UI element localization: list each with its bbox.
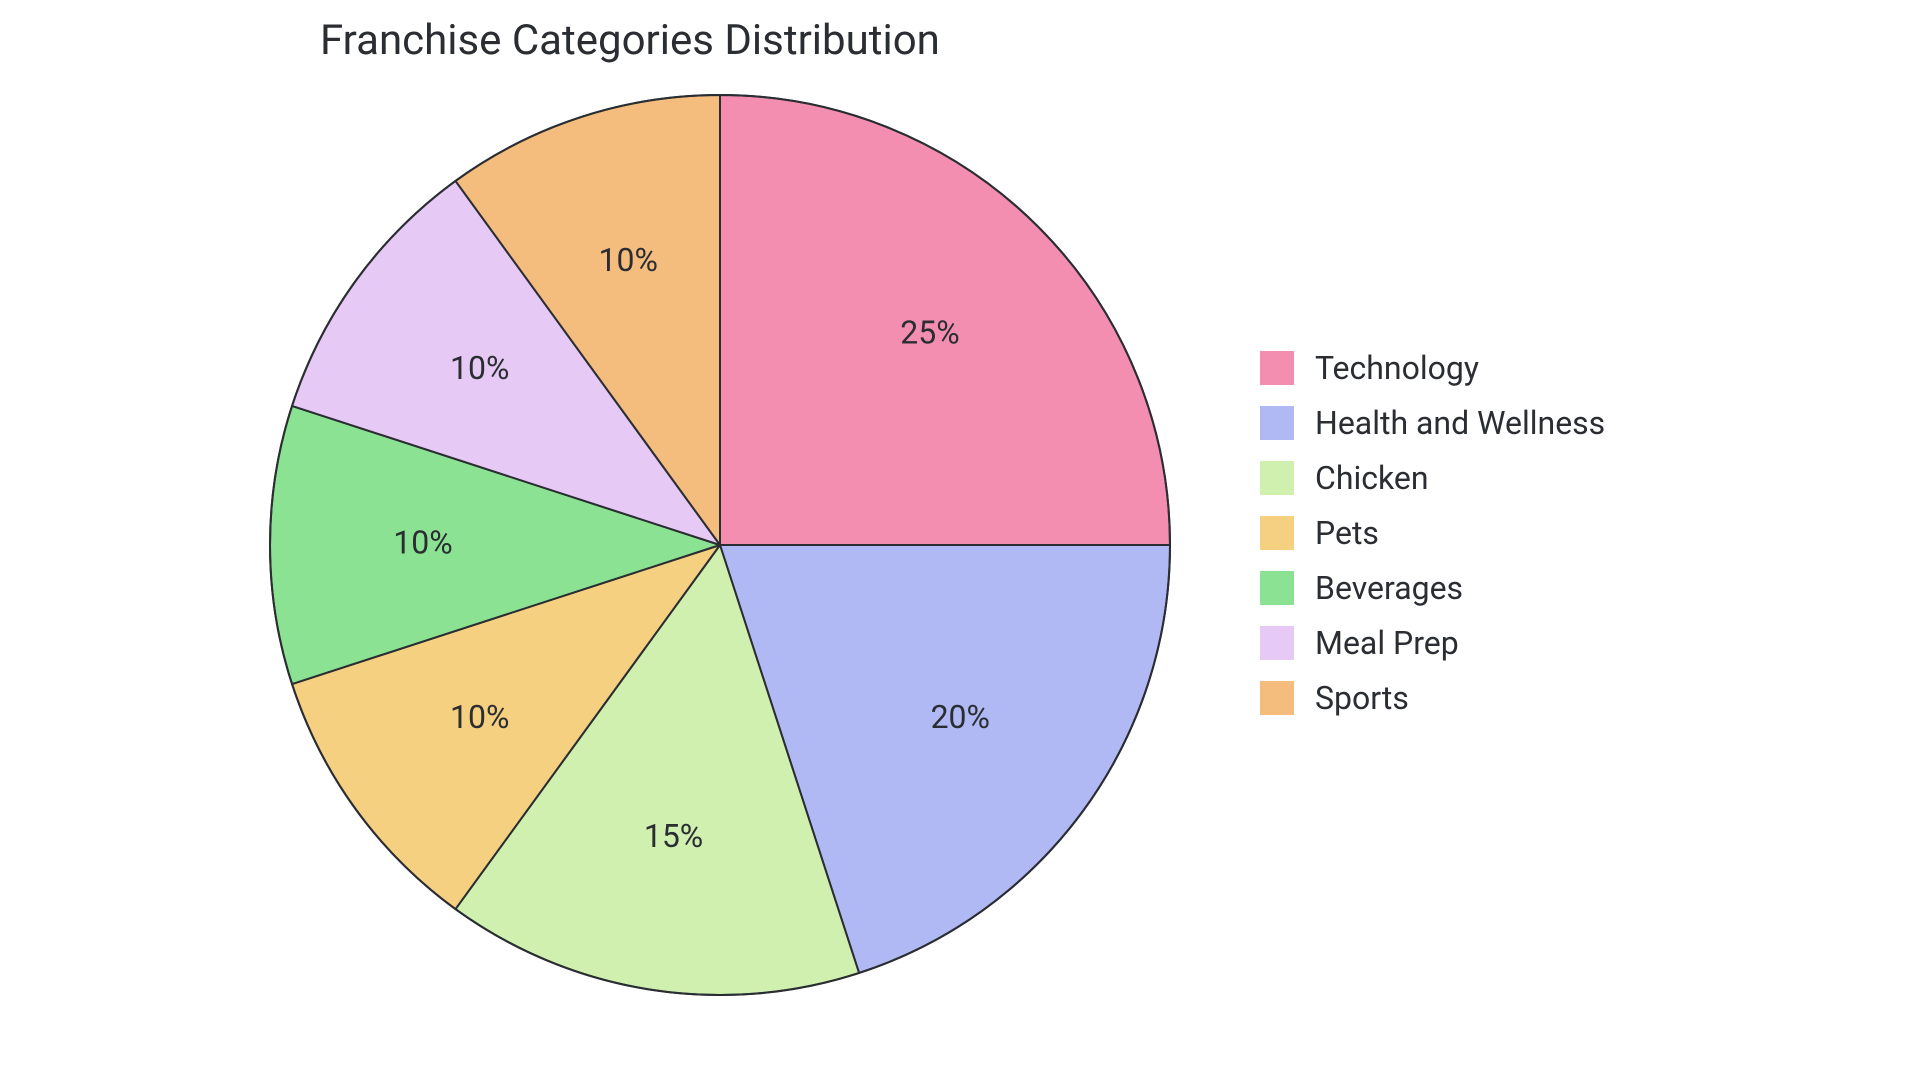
legend-label: Meal Prep (1315, 624, 1459, 662)
legend-item: Beverages (1260, 560, 1605, 615)
legend-item: Chicken (1260, 450, 1605, 505)
legend: Technology Health and Wellness Chicken Pets… (1260, 340, 1605, 725)
legend-item: Meal Prep (1260, 615, 1605, 670)
legend-label: Health and Wellness (1315, 404, 1605, 442)
legend-label: Chicken (1315, 459, 1429, 497)
legend-swatch (1260, 571, 1294, 605)
slice-label: 10% (599, 241, 658, 279)
legend-item: Sports (1260, 670, 1605, 725)
legend-swatch (1260, 626, 1294, 660)
legend-swatch (1260, 516, 1294, 550)
legend-swatch (1260, 406, 1294, 440)
legend-label: Beverages (1315, 569, 1463, 607)
chart-title: Franchise Categories Distribution (320, 16, 940, 65)
legend-label: Pets (1315, 514, 1379, 552)
pie-chart: Franchise Categories Distribution 25% 20%… (0, 0, 1920, 1080)
pie-svg: 25% 20% 15% 10% 10% 10% 10% (266, 91, 1174, 999)
legend-swatch (1260, 681, 1294, 715)
pie-holder: 25% 20% 15% 10% 10% 10% 10% (266, 91, 1174, 1003)
legend-item: Health and Wellness (1260, 395, 1605, 450)
legend-item: Pets (1260, 505, 1605, 560)
slice-label: 10% (450, 698, 509, 736)
legend-swatch (1260, 351, 1294, 385)
legend-item: Technology (1260, 340, 1605, 395)
slice-label: 25% (900, 313, 959, 351)
slice-label: 10% (393, 523, 452, 561)
legend-label: Technology (1315, 349, 1479, 387)
slice-label: 10% (450, 349, 509, 387)
slice-label: 15% (644, 817, 703, 855)
legend-label: Sports (1315, 679, 1409, 717)
slice-label: 20% (931, 698, 990, 736)
legend-swatch (1260, 461, 1294, 495)
